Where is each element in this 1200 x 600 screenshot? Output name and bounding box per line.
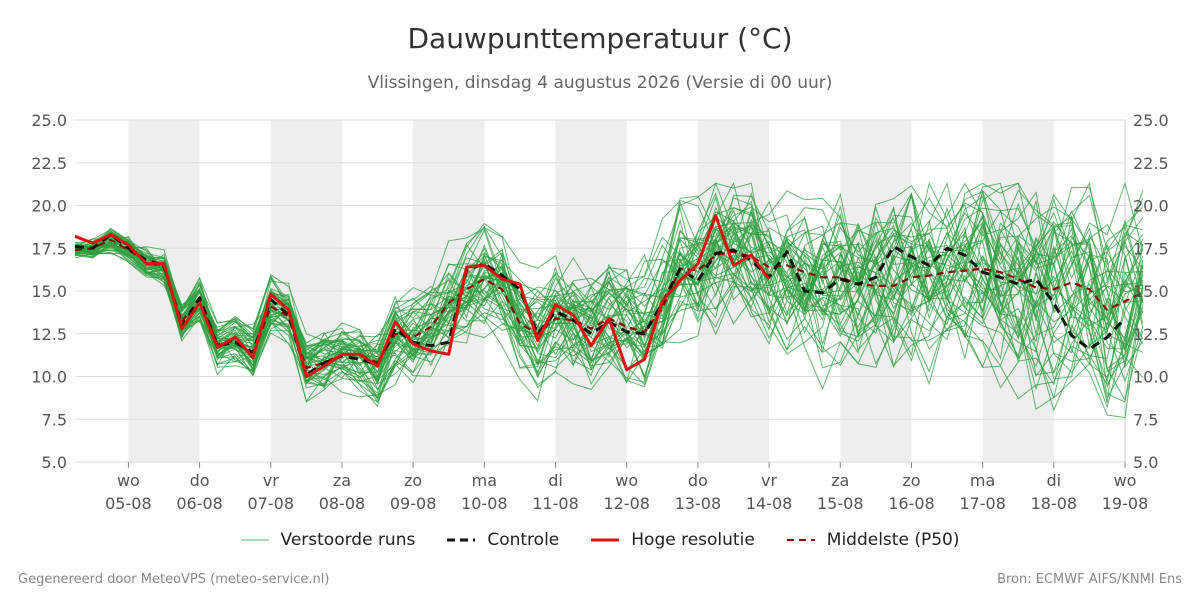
legend-item-hires: Hoge resolutie <box>591 530 755 550</box>
ensemble-member-line <box>74 205 1144 386</box>
x-tick-day: vr <box>761 471 777 490</box>
x-tick-day: zo <box>404 471 422 490</box>
x-tick-day: di <box>548 471 563 490</box>
x-tick-date: 08-08 <box>319 494 366 513</box>
x-tick-date: 11-08 <box>532 494 579 513</box>
dewpoint-chart: 25.0 25.0 22.5 22.5 20.0 20.0 17.5 17.5 15.0 15.0… <box>31 111 1168 513</box>
control-series-line <box>74 233 1127 377</box>
y-tick-label-left: 10.0 <box>31 368 67 387</box>
x-tick-day: do <box>688 471 708 490</box>
axis-tick-labels: 25.0 25.0 22.5 22.5 20.0 20.0 17.5 17.5 15.0 15.0… <box>31 111 1168 513</box>
y-tick-label-left: 25.0 <box>31 111 67 130</box>
y-tick-label-left: 17.5 <box>31 239 67 258</box>
x-tick-day: wo <box>117 471 140 490</box>
ensemble-member-line <box>74 206 1144 386</box>
y-tick-label-left: 7.5 <box>42 410 67 429</box>
y-tick-label-right: 17.5 <box>1133 239 1169 258</box>
x-tick-day: do <box>190 471 210 490</box>
y-tick-label-left: 12.5 <box>31 325 67 344</box>
ensemble-member-line <box>74 207 1143 400</box>
x-tick-date: 19-08 <box>1102 494 1149 513</box>
ensemble-member-line <box>74 190 1144 371</box>
x-tick-date: 17-08 <box>959 494 1006 513</box>
y-tick-label-right: 22.5 <box>1133 154 1169 173</box>
ensemble-member-line <box>74 184 1144 367</box>
y-tick-label-left: 5.0 <box>42 453 67 472</box>
legend-label-control: Controle <box>487 530 560 550</box>
y-tick-label-right: 25.0 <box>1133 111 1169 130</box>
footer-source: Bron: ECMWF AIFS/KNMI Ens <box>997 572 1182 587</box>
legend-swatch-control <box>447 538 476 542</box>
x-tick-date: 16-08 <box>888 494 935 513</box>
x-tick-date: 14-08 <box>746 494 793 513</box>
hires-series-line <box>74 214 771 378</box>
legend-item-median: Middelste (P50) <box>786 530 960 550</box>
legend-item-control: Controle <box>447 530 559 550</box>
ensemble-member-line <box>74 224 1144 391</box>
y-tick-label-left: 15.0 <box>31 282 67 301</box>
main-series-lines <box>74 214 1144 378</box>
legend-label-hires: Hoge resolutie <box>631 530 755 550</box>
x-tick-date: 07-08 <box>248 494 295 513</box>
y-tick-label-right: 15.0 <box>1133 282 1169 301</box>
y-tick-label-left: 22.5 <box>31 154 67 173</box>
x-tick-date: 13-08 <box>675 494 722 513</box>
legend-swatch-median <box>786 539 815 541</box>
x-tick-day: zo <box>902 471 920 490</box>
x-tick-day: di <box>1047 471 1062 490</box>
y-tick-label-right: 10.0 <box>1133 368 1169 387</box>
x-tick-date: 05-08 <box>105 494 152 513</box>
chart-subtitle: Vlissingen, dinsdag 4 augustus 2026 (Ver… <box>367 73 833 93</box>
x-tick-day: za <box>333 471 351 490</box>
ensemble-member-line <box>74 182 1144 419</box>
chart-title: Dauwpunttemperatuur (°C) <box>407 22 793 55</box>
y-tick-label-right: 5.0 <box>1133 453 1158 472</box>
y-tick-label-right: 20.0 <box>1133 197 1169 216</box>
x-tick-day: za <box>831 471 849 490</box>
y-tick-label-left: 20.0 <box>31 197 67 216</box>
x-tick-day: vr <box>263 471 279 490</box>
x-tick-day: ma <box>970 471 995 490</box>
legend-item-ensemble: Verstoorde runs <box>240 530 416 550</box>
x-tick-date: 12-08 <box>603 494 650 513</box>
legend-swatch-hires <box>591 538 620 542</box>
legend-label-median: Middelste (P50) <box>826 530 960 550</box>
ensemble-member-line <box>74 222 1144 411</box>
x-tick-date: 18-08 <box>1031 494 1078 513</box>
x-tick-day: ma <box>472 471 497 490</box>
ensemble-member-line <box>74 200 1144 381</box>
x-tick-date: 15-08 <box>817 494 864 513</box>
ensemble-member-line <box>74 215 1144 377</box>
ensemble-member-line <box>74 206 1144 386</box>
x-tick-day: wo <box>615 471 638 490</box>
legend-swatch-ensemble <box>240 539 269 541</box>
x-tick-date: 09-08 <box>390 494 437 513</box>
y-tick-label-right: 12.5 <box>1133 325 1169 344</box>
ensemble-member-line <box>74 192 1143 366</box>
ensemble-member-line <box>74 181 1144 408</box>
footer-generator: Gegenereerd door MeteoVPS (meteo-service… <box>18 572 330 587</box>
legend-label-ensemble: Verstoorde runs <box>280 530 416 550</box>
x-tick-date: 06-08 <box>176 494 223 513</box>
legend: Verstoorde runs Controle Hoge resolutie … <box>0 530 1200 550</box>
x-tick-date: 10-08 <box>461 494 508 513</box>
x-tick-day: wo <box>1114 471 1137 490</box>
y-tick-label-right: 7.5 <box>1133 410 1158 429</box>
